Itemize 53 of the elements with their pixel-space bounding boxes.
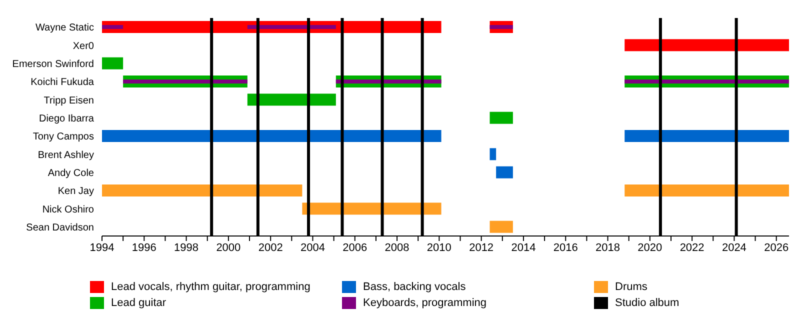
bar (624, 39, 789, 52)
x-tick-label: 2026 (764, 242, 789, 254)
bar (102, 57, 124, 70)
x-tick-label: 2024 (722, 242, 746, 254)
bar (247, 25, 336, 29)
bar (102, 25, 124, 29)
legend-label: Drums (615, 281, 648, 293)
x-tick-label: 2018 (596, 242, 620, 254)
y-tick-label: Xer0 (72, 40, 94, 52)
bar (496, 166, 513, 178)
x-tick-label: 2008 (384, 242, 410, 254)
bar (490, 112, 513, 124)
bar (490, 25, 513, 29)
y-tick-label: Sean Davidson (26, 222, 94, 234)
bar (624, 130, 789, 142)
bar (490, 148, 496, 160)
y-tick-label: Andy Cole (48, 168, 94, 179)
x-tick-label: 2020 (638, 242, 662, 254)
x-tick-label: 1996 (132, 242, 156, 254)
bar (624, 80, 789, 84)
x-tick-label: 1994 (90, 242, 114, 254)
y-tick-label: Wayne Static (35, 22, 94, 34)
y-tick-label: Ken Jay (58, 186, 94, 198)
y-tick-label: Diego Ibarra (38, 113, 94, 124)
legend-label: Lead vocals, rhythm guitar, programming (111, 281, 310, 293)
bar (490, 220, 513, 233)
bar (336, 80, 442, 84)
bar (102, 184, 302, 196)
x-tick-label: 2006 (342, 242, 368, 254)
legend-label: Bass, backing vocals (363, 281, 466, 293)
bar (102, 130, 442, 142)
y-tick-label: Brent Ashley (38, 150, 94, 161)
y-tick-label: Tripp Eisen (44, 95, 94, 106)
legend-label: Lead guitar (111, 297, 166, 309)
x-tick-label: 1998 (174, 242, 199, 254)
bar (123, 80, 248, 84)
legend-label: Keyboards, programming (363, 297, 487, 309)
y-tick-label: Emerson Swinford (12, 58, 94, 70)
bar (624, 184, 789, 196)
x-tick-label: 2014 (511, 242, 536, 254)
x-tick-label: 2022 (680, 242, 704, 254)
x-tick-label: 2000 (216, 242, 241, 254)
x-tick-label: 2016 (553, 242, 578, 254)
y-tick-label: Koichi Fukuda (30, 77, 94, 88)
y-tick-label: Tony Campos (32, 132, 94, 143)
bar (247, 94, 336, 106)
x-tick-label: 2004 (300, 242, 325, 254)
x-tick-label: 2012 (469, 242, 494, 254)
legend-label: Studio album (615, 297, 680, 309)
bar (302, 202, 442, 215)
x-tick-label: 2002 (258, 242, 283, 254)
y-tick-label: Nick Oshiro (42, 204, 94, 216)
x-tick-label: 2010 (426, 242, 452, 254)
